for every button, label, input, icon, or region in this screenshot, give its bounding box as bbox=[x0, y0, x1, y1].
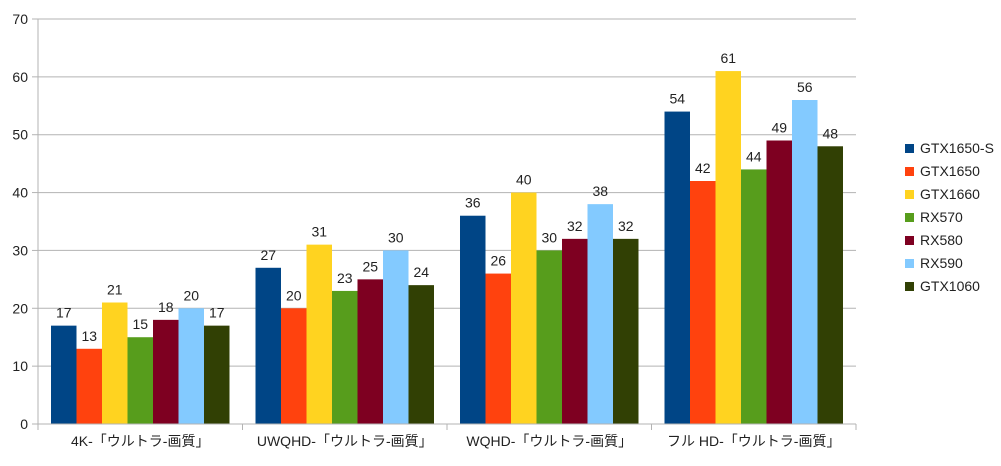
data-labels: 17 13 21 15 18 20 17 27 20 31 23 25 30 24 36 26 40 30 32 38… bbox=[56, 50, 838, 344]
bar bbox=[408, 285, 434, 424]
data-label: 20 bbox=[286, 287, 302, 303]
data-label: 25 bbox=[362, 258, 378, 274]
data-label: 44 bbox=[746, 148, 762, 164]
y-tick-label: 70 bbox=[12, 11, 28, 27]
bar bbox=[460, 215, 486, 424]
y-tick-label: 30 bbox=[12, 242, 28, 258]
bar bbox=[817, 146, 843, 425]
data-label: 17 bbox=[56, 305, 72, 321]
bars-group bbox=[51, 71, 843, 425]
data-label: 20 bbox=[183, 287, 199, 303]
legend-swatch bbox=[905, 144, 914, 153]
data-label: 24 bbox=[413, 264, 429, 280]
bar bbox=[587, 204, 613, 424]
bar bbox=[562, 238, 588, 424]
axes bbox=[32, 18, 857, 430]
bar bbox=[153, 319, 179, 424]
bar bbox=[306, 244, 332, 424]
bar bbox=[332, 290, 358, 424]
data-label: 40 bbox=[516, 172, 532, 188]
data-label: 56 bbox=[797, 79, 813, 95]
bar bbox=[511, 192, 537, 424]
bar bbox=[76, 348, 102, 424]
bar bbox=[690, 181, 716, 424]
legend-swatch bbox=[905, 190, 914, 199]
bar bbox=[127, 337, 153, 424]
bar bbox=[741, 169, 767, 424]
data-label: 32 bbox=[567, 218, 583, 234]
data-label: 48 bbox=[822, 125, 838, 141]
x-category-label: 4K-「ウルトラ-画質」 bbox=[71, 433, 209, 449]
x-axis-labels: 4K-「ウルトラ-画質」 UWQHD-「ウルトラ-画質」 WQHD-「ウルトラ-画質… bbox=[71, 433, 840, 449]
bar bbox=[715, 71, 741, 425]
x-category-label: WQHD-「ウルトラ-画質」 bbox=[466, 433, 632, 449]
data-label: 21 bbox=[107, 282, 123, 298]
bar bbox=[792, 100, 818, 424]
data-label: 27 bbox=[260, 247, 276, 263]
legend-label: GTX1660 bbox=[920, 186, 980, 202]
bar bbox=[664, 111, 690, 425]
legend-swatch bbox=[905, 259, 914, 268]
y-tick-label: 10 bbox=[12, 358, 28, 374]
data-label: 23 bbox=[337, 270, 353, 286]
y-tick-label: 40 bbox=[12, 185, 28, 201]
data-label: 15 bbox=[132, 316, 148, 332]
legend-label: GTX1650 bbox=[920, 163, 980, 179]
legend-swatch bbox=[905, 282, 914, 291]
data-label: 13 bbox=[81, 328, 97, 344]
legend-label: RX580 bbox=[920, 232, 963, 248]
data-label: 36 bbox=[465, 195, 481, 211]
bar bbox=[485, 273, 511, 424]
data-label: 42 bbox=[695, 160, 711, 176]
bar bbox=[766, 140, 792, 424]
x-category-label: UWQHD-「ウルトラ-画質」 bbox=[257, 433, 433, 449]
legend-label: RX570 bbox=[920, 209, 963, 225]
bar bbox=[613, 238, 639, 424]
legend-label: GTX1060 bbox=[920, 278, 980, 294]
y-tick-label: 0 bbox=[20, 416, 28, 432]
data-label: 61 bbox=[720, 50, 736, 66]
bar bbox=[357, 279, 383, 424]
x-category-label: フル HD-「ウルトラ-画質」 bbox=[667, 433, 840, 449]
y-tick-label: 60 bbox=[12, 69, 28, 85]
y-tick-label: 50 bbox=[12, 127, 28, 143]
legend-swatch bbox=[905, 213, 914, 222]
bar bbox=[536, 250, 562, 424]
data-label: 26 bbox=[490, 253, 506, 269]
data-label: 38 bbox=[592, 183, 608, 199]
data-label: 31 bbox=[311, 224, 327, 240]
data-label: 18 bbox=[158, 299, 174, 315]
bar bbox=[102, 302, 128, 424]
bar bbox=[51, 325, 77, 424]
legend-label: GTX1650-S bbox=[920, 140, 994, 156]
y-tick-label: 20 bbox=[12, 300, 28, 316]
data-label: 17 bbox=[209, 305, 225, 321]
legend: GTX1650-S GTX1650 GTX1660 RX570 RX580 RX590 GT… bbox=[905, 140, 994, 294]
legend-swatch bbox=[905, 236, 914, 245]
y-axis-ticks: 0 10 20 30 40 50 60 70 bbox=[12, 11, 28, 432]
data-label: 30 bbox=[541, 229, 557, 245]
legend-swatch bbox=[905, 167, 914, 176]
data-label: 54 bbox=[669, 91, 685, 107]
bar bbox=[281, 308, 307, 424]
bar bbox=[255, 267, 281, 424]
bar bbox=[178, 308, 204, 424]
gridlines bbox=[38, 18, 856, 367]
data-label: 32 bbox=[618, 218, 634, 234]
bar bbox=[383, 250, 409, 424]
data-label: 30 bbox=[388, 229, 404, 245]
bar bbox=[204, 325, 230, 424]
data-label: 49 bbox=[771, 120, 787, 136]
legend-label: RX590 bbox=[920, 255, 963, 271]
